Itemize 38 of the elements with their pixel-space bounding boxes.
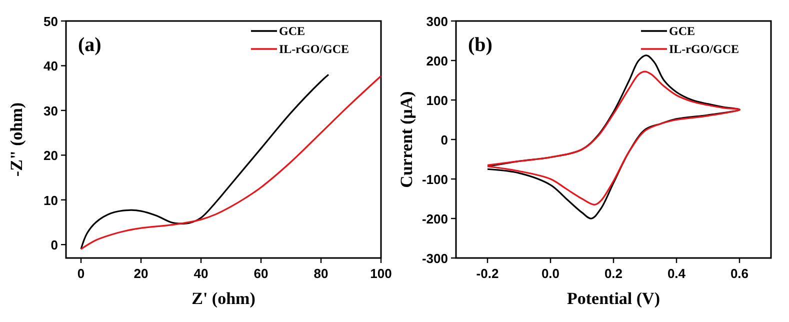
y-tick-label: 300 xyxy=(426,14,448,29)
x-tick-label: 100 xyxy=(370,266,392,281)
x-tick-label: 80 xyxy=(314,266,328,281)
x-tick-label: 60 xyxy=(254,266,268,281)
y-tick-label: 50 xyxy=(44,14,58,29)
y-tick-label: -100 xyxy=(422,172,448,187)
annotation: (b) xyxy=(468,34,492,56)
x-tick-label: 0.0 xyxy=(541,266,560,281)
line-series xyxy=(80,74,330,250)
y-tick-label: 10 xyxy=(44,192,58,208)
line-series xyxy=(486,70,740,206)
y-tick-label: -300 xyxy=(422,251,448,266)
x-tick-label: 0.6 xyxy=(730,266,749,281)
y-tick-label: 100 xyxy=(426,93,448,108)
annotation: (a) xyxy=(78,34,102,56)
y-axis-title: -Z" (ohm) xyxy=(7,102,26,177)
y-tick-label: 20 xyxy=(44,148,58,164)
y-axis-title: Current (μA) xyxy=(397,91,416,188)
x-tick-label: 0 xyxy=(77,266,85,281)
y-tick-label: 0 xyxy=(50,238,58,253)
legend-label: IL-rGO/GCE xyxy=(669,42,740,56)
x-axis-title: Z' (ohm) xyxy=(192,289,256,308)
x-tick-label: 0.4 xyxy=(667,266,686,281)
x-tick-label: 20 xyxy=(134,266,148,281)
x-tick-label: -0.2 xyxy=(476,266,499,281)
y-tick-label: 200 xyxy=(426,54,448,68)
y-tick-label: 30 xyxy=(44,103,58,118)
line-series xyxy=(486,54,740,220)
y-tick-label: -200 xyxy=(422,212,448,226)
y-tick-label: 40 xyxy=(44,58,58,74)
x-axis-title: Potential (V) xyxy=(566,289,660,308)
line-series xyxy=(80,75,381,250)
legend-label: IL-rGO/GCE xyxy=(279,42,350,56)
x-tick-label: 0.2 xyxy=(604,266,623,281)
x-tick-label: 40 xyxy=(194,266,208,281)
legend-label: GCE xyxy=(669,24,696,38)
legend-label: GCE xyxy=(279,24,306,38)
y-tick-label: 0 xyxy=(440,132,448,148)
